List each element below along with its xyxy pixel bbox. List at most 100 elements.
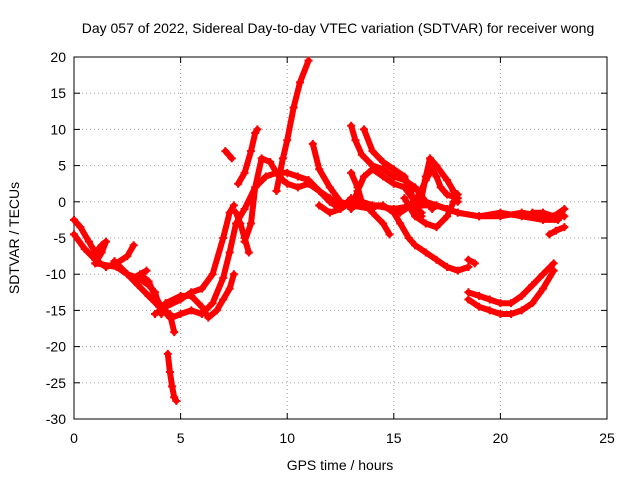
data-point-marker	[165, 367, 174, 376]
data-point-marker	[368, 147, 377, 156]
data-point-marker	[295, 78, 304, 87]
data-point-marker	[379, 157, 388, 166]
data-point-marker	[485, 295, 494, 304]
data-point-marker	[163, 349, 172, 358]
data-point-marker	[400, 194, 409, 203]
data-point-marker	[278, 154, 287, 163]
data-point-marker	[283, 179, 292, 188]
data-point-marker	[411, 241, 420, 250]
data-point-marker	[443, 190, 452, 199]
data-point-marker	[234, 179, 243, 188]
data-point-marker	[389, 172, 398, 181]
data-point-marker	[272, 186, 281, 195]
data-point-marker	[232, 208, 241, 217]
data-point-marker	[212, 306, 221, 315]
series-track-30	[545, 223, 569, 239]
data-point-marker	[560, 205, 569, 214]
data-point-marker	[379, 219, 388, 228]
data-point-marker	[464, 262, 473, 271]
data-point-marker	[560, 212, 569, 221]
data-point-marker	[325, 197, 334, 206]
y-tick-label: -15	[46, 302, 66, 318]
y-tick-label: -30	[46, 411, 66, 427]
data-point-marker	[496, 310, 505, 319]
data-point-marker	[197, 284, 206, 293]
data-point-marker	[453, 266, 462, 275]
data-point-marker	[359, 172, 368, 181]
data-point-marker	[170, 328, 179, 337]
data-point-marker	[443, 212, 452, 221]
series-track-26	[417, 154, 462, 206]
y-tick-label: 5	[58, 158, 66, 174]
data-point-marker	[517, 212, 526, 221]
data-point-marker	[528, 281, 537, 290]
data-point-marker	[553, 215, 562, 224]
data-point-marker	[464, 295, 473, 304]
series-track-31	[528, 205, 569, 221]
data-point-marker	[129, 241, 138, 250]
series-line	[235, 126, 261, 187]
data-point-marker	[219, 273, 228, 282]
data-point-marker	[539, 270, 548, 279]
series-line	[273, 57, 312, 194]
data-point-marker	[347, 121, 356, 130]
data-point-marker	[244, 248, 253, 257]
data-point-marker	[528, 208, 537, 217]
data-point-marker	[353, 183, 362, 192]
data-point-marker	[351, 136, 360, 145]
series-track-13	[234, 125, 262, 188]
data-point-marker	[517, 291, 526, 300]
series-line	[390, 209, 472, 274]
data-point-marker	[404, 234, 413, 242]
data-point-marker	[464, 255, 473, 264]
data-point-marker	[396, 219, 405, 228]
data-point-marker	[227, 154, 236, 163]
series-track-29	[464, 266, 558, 319]
data-point-marker	[219, 234, 228, 242]
data-point-marker	[528, 299, 537, 308]
series-track-21	[347, 168, 394, 239]
data-point-marker	[475, 212, 484, 221]
data-point-marker	[97, 241, 106, 250]
series-track-27	[464, 255, 479, 268]
data-point-marker	[325, 208, 334, 217]
data-point-marker	[389, 208, 398, 217]
y-tick-label: -20	[46, 339, 66, 355]
data-point-marker	[304, 176, 313, 185]
data-point-marker	[229, 201, 238, 210]
x-tick-label: 10	[279, 430, 295, 446]
data-point-marker	[436, 183, 445, 192]
data-point-marker	[240, 205, 249, 214]
data-point-marker	[315, 201, 324, 210]
data-point-marker	[70, 230, 78, 239]
data-point-marker	[251, 183, 260, 192]
data-point-marker	[453, 208, 462, 217]
x-axis: 0 5 10 15 20 25	[70, 57, 615, 446]
data-point-marker	[336, 205, 345, 214]
data-point-marker	[443, 262, 452, 271]
data-point-marker	[359, 125, 368, 134]
data-point-marker	[308, 139, 317, 148]
chart-title: Day 057 of 2022, Sidereal Day-to-day VTE…	[82, 20, 595, 36]
data-point-marker	[176, 310, 185, 319]
y-tick-label: -10	[46, 266, 66, 282]
data-point-marker	[257, 154, 266, 163]
data-point-marker	[464, 288, 473, 297]
data-point-marker	[368, 208, 377, 217]
data-point-marker	[400, 172, 409, 181]
data-point-marker	[151, 310, 160, 319]
data-point-marker	[261, 172, 270, 181]
series-track-10	[161, 270, 238, 322]
data-point-marker	[101, 237, 110, 246]
y-tick-label: 15	[50, 85, 66, 101]
data-point-marker	[110, 257, 119, 266]
data-point-marker	[347, 168, 356, 177]
data-point-marker	[161, 299, 170, 308]
data-point-marker	[421, 197, 430, 206]
data-point-marker	[187, 306, 196, 315]
data-point-marker	[293, 183, 302, 192]
data-point-marker	[449, 186, 458, 195]
series-line	[222, 148, 235, 162]
data-point-marker	[389, 165, 398, 174]
data-point-marker	[417, 208, 426, 217]
